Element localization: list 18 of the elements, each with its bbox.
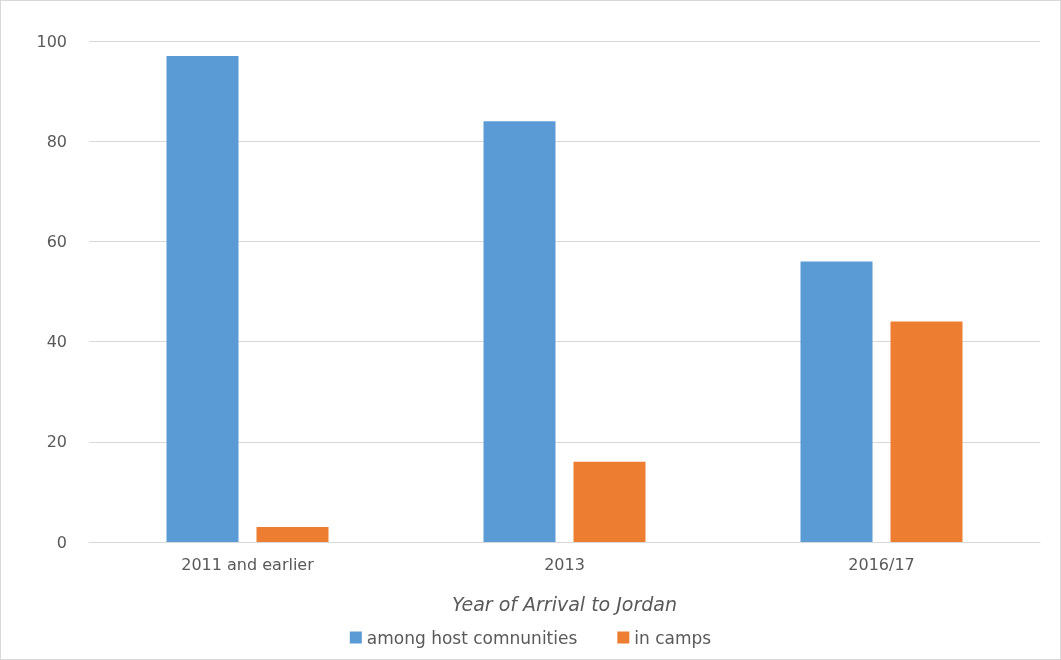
x-tick-label: 2013 <box>544 554 585 574</box>
x-tick-label: 2016/17 <box>848 554 915 574</box>
legend-label: among host comnunities <box>366 627 578 648</box>
bar <box>256 526 329 542</box>
x-axis-title: Year of Arrival to Jordan <box>451 592 678 615</box>
y-tick-label: 80 <box>46 131 67 151</box>
x-tick-label: 2011 and earlier <box>181 554 315 574</box>
y-tick-label: 100 <box>36 31 67 51</box>
bar <box>890 321 963 542</box>
legend-label: in camps <box>634 627 712 648</box>
bar <box>166 56 239 542</box>
bar <box>800 261 873 542</box>
y-tick-label: 60 <box>46 231 67 251</box>
bar <box>483 121 556 542</box>
bar <box>573 461 646 542</box>
y-tick-label: 20 <box>46 432 67 452</box>
y-tick-label: 0 <box>56 532 67 552</box>
y-tick-label: 40 <box>46 332 67 352</box>
